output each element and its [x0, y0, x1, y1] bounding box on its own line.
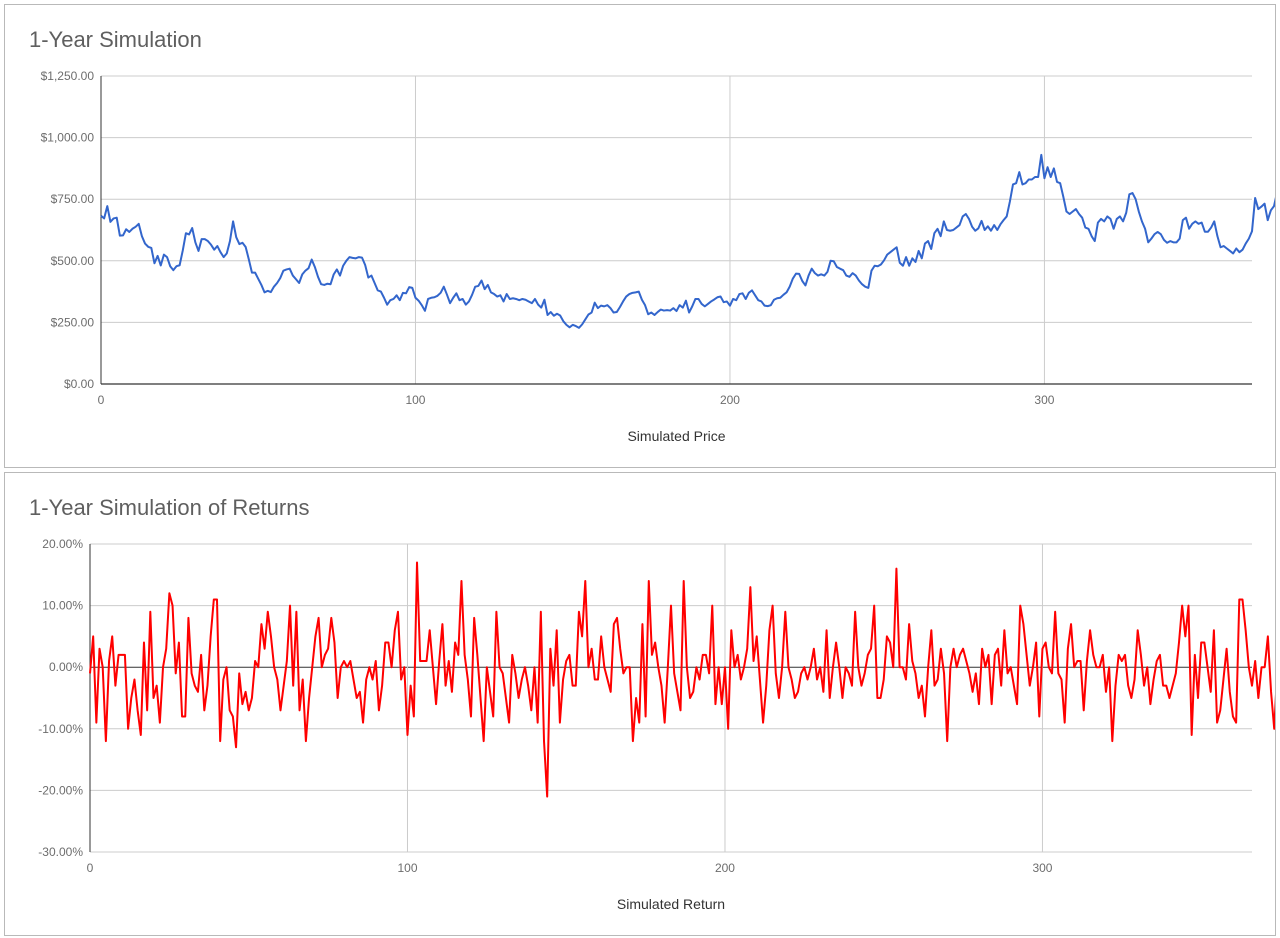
returns-chart: -30.00% -20.00% -10.00% 0.00% 10.00% 20.00% 0 1…	[38, 537, 1275, 912]
y-tick-label: -10.00%	[38, 722, 83, 736]
y-tick-label: $750.00	[51, 192, 95, 206]
y-tick-label: 0.00%	[49, 660, 83, 674]
y-tick-label: $500.00	[51, 254, 95, 268]
price-chart: $0.00 $250.00 $500.00 $750.00 $1,000.00 $1,25…	[41, 69, 1275, 444]
price-chart-panel: 1-Year Simulation $0.00 $250.00 $500.00 $75…	[4, 4, 1276, 468]
y-tick-label: 10.00%	[42, 599, 83, 613]
y-tick-label: $0.00	[64, 377, 94, 391]
series-line	[89, 561, 1275, 798]
x-tick-label: 0	[98, 393, 105, 407]
chart-title: 1-Year Simulation of Returns	[29, 495, 310, 520]
x-tick-label: 0	[87, 861, 94, 875]
y-tick-label: -20.00%	[38, 783, 83, 797]
y-tick-label: $250.00	[51, 315, 95, 329]
y-tick-label: $1,250.00	[41, 69, 95, 83]
x-axis-title: Simulated Price	[627, 428, 725, 444]
returns-chart-panel: 1-Year Simulation of Returns -30.00% -20.…	[4, 472, 1276, 936]
x-tick-label: 200	[715, 861, 735, 875]
x-tick-label: 200	[720, 393, 740, 407]
y-tick-label: 20.00%	[42, 537, 83, 551]
series-line	[100, 153, 1275, 329]
y-tick-label: -30.00%	[38, 845, 83, 859]
x-axis-title: Simulated Return	[617, 896, 725, 912]
x-tick-label: 300	[1034, 393, 1054, 407]
chart-title: 1-Year Simulation	[29, 27, 202, 52]
x-tick-label: 300	[1032, 861, 1052, 875]
x-tick-label: 100	[397, 861, 417, 875]
x-tick-label: 100	[405, 393, 425, 407]
y-tick-label: $1,000.00	[41, 131, 95, 145]
